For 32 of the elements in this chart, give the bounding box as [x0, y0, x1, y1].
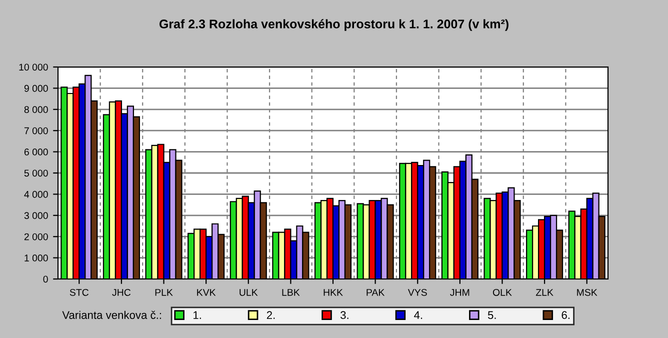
x-tick-label: STC [70, 288, 89, 296]
y-tick-label: 3 000 [24, 212, 48, 220]
y-tick-label: 5 000 [24, 170, 48, 177]
y-tick-label: 0 [43, 276, 48, 283]
legend-label: 3. [340, 311, 348, 320]
x-tick-label: ZLK [536, 289, 554, 296]
x-tick-label: MSK [577, 288, 598, 296]
y-tick-label: 9 000 [24, 84, 48, 92]
x-tick-label: OLK [492, 288, 512, 296]
y-tick-label: 8 000 [24, 106, 48, 114]
x-tick-label: ULK [240, 289, 258, 296]
y-tick-label: 4 000 [24, 190, 48, 198]
x-tick-label: JHC [112, 288, 131, 296]
y-tick-label: 6 000 [24, 148, 48, 156]
chart-title: Graf 2.3 Rozloha venkovského prostoru k 1. 1. 2007 (v km²) [159, 19, 508, 31]
x-tick-label: JHM [450, 289, 470, 296]
x-tick-label: KVK [197, 289, 216, 296]
y-tick-label: 7 000 [24, 127, 48, 134]
x-tick-label: PLK [155, 289, 173, 296]
legend-label: 5. [488, 311, 496, 320]
x-tick-label: PAK [366, 289, 385, 296]
legend-label: 2. [266, 311, 275, 319]
x-tick-label: VYS [408, 288, 427, 296]
legend-label: 1. [194, 311, 201, 319]
x-tick-label: LBK [282, 289, 300, 296]
legend-label: 4. [414, 311, 422, 319]
y-tick-label: 2 000 [24, 233, 48, 240]
y-tick-label: 1 000 [24, 254, 48, 262]
x-tick-label: HKK [324, 289, 343, 296]
legend-title: Varianta venkova č.: [62, 310, 161, 319]
legend-label: 6. [562, 311, 570, 320]
y-tick-label: 10 000 [19, 64, 48, 71]
